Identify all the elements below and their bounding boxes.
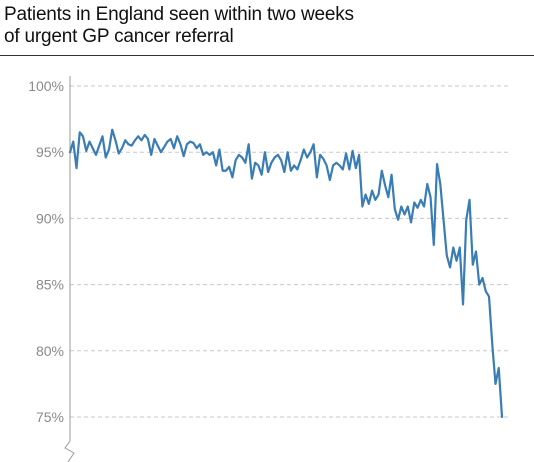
y-tick-label-100: 100% — [28, 78, 64, 94]
y-tick-label-85: 85% — [36, 277, 64, 293]
chart-title-line-2: of urgent GP cancer referral — [4, 26, 234, 47]
series-layer — [68, 128, 504, 419]
y-tick-label-90: 90% — [36, 210, 64, 226]
title-divider — [0, 55, 534, 56]
series-line-0 — [68, 128, 504, 419]
y-axis-tick-labels: 100% 95% 90% 85% 80% 75% — [28, 78, 64, 425]
y-tick-label-80: 80% — [36, 343, 64, 359]
chart-title-line-1: Patients in England seen within two week… — [4, 4, 354, 25]
y-axis — [64, 76, 75, 462]
y-tick-label-75: 75% — [36, 409, 64, 425]
y-tick-label-95: 95% — [36, 144, 64, 160]
y-axis-break-mark — [64, 440, 75, 462]
gridlines — [70, 85, 510, 418]
chart-title: Patients in England seen within two week… — [4, 4, 532, 48]
